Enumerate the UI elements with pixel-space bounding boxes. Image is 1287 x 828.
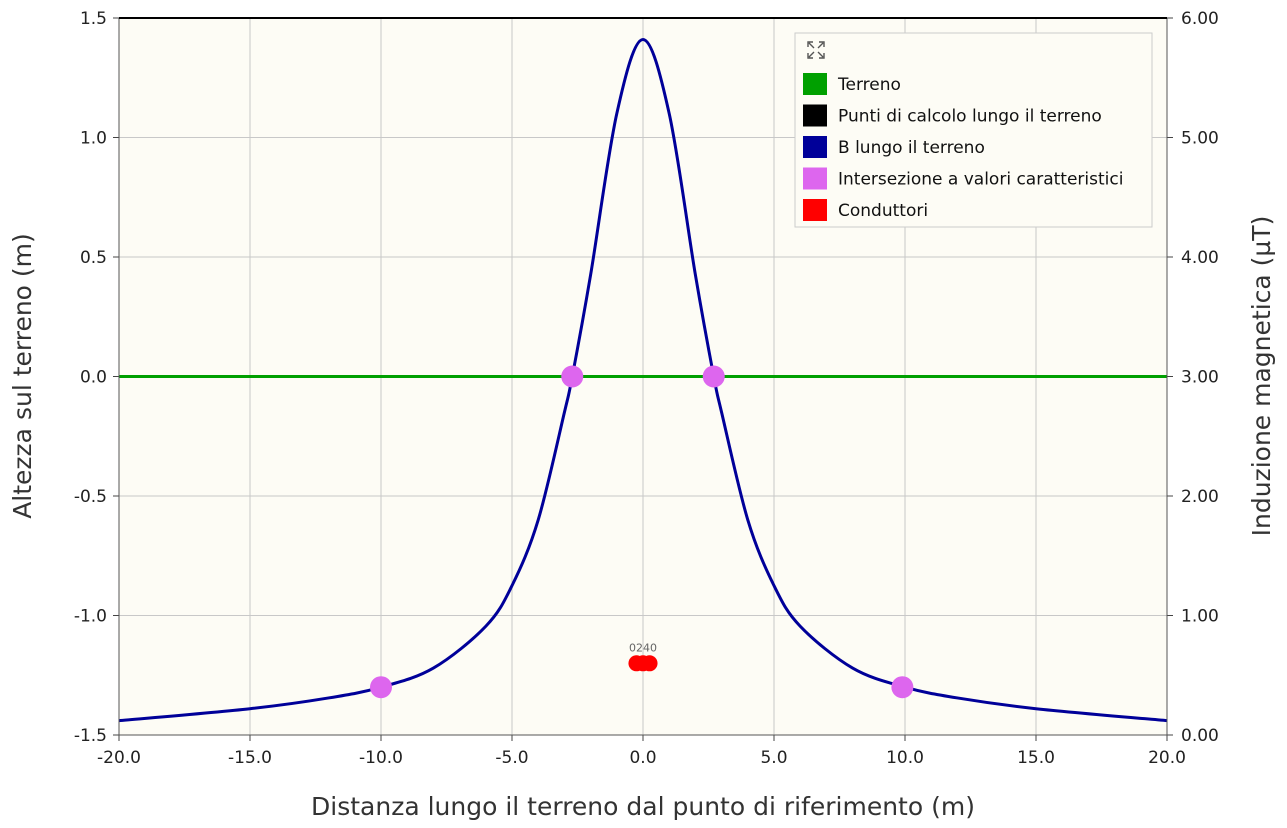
legend-swatch <box>803 136 827 158</box>
x-tick-label: 0.0 <box>629 748 656 768</box>
y-left-tick-label: -0.5 <box>74 487 107 507</box>
y-left-axis-ticks: 1.5 1.0 0.5 0.0 -0.5 -1.0 -1.5 <box>74 9 119 746</box>
legend-label: Terreno <box>837 75 901 95</box>
x-tick-label: -15.0 <box>228 748 272 768</box>
y-right-tick-label: 4.00 <box>1181 248 1219 268</box>
y-left-tick-label: 0.5 <box>80 248 107 268</box>
x-tick-label: -20.0 <box>97 748 141 768</box>
intersection-point <box>561 365 584 388</box>
intersection-point <box>891 676 914 699</box>
y-left-tick-label: -1.5 <box>74 726 107 746</box>
intersection-point <box>702 365 725 388</box>
y-left-tick-label: 0.0 <box>80 368 107 388</box>
legend-box <box>794 32 1153 228</box>
y-right-tick-label: 0.00 <box>1181 726 1219 746</box>
legend-label: Intersezione a valori caratteristici <box>838 170 1123 190</box>
legend-swatch <box>803 73 827 95</box>
x-tick-label: 5.0 <box>760 748 787 768</box>
y-left-tick-label: -1.0 <box>74 607 107 627</box>
y-left-tick-label: 1.0 <box>80 129 107 149</box>
y-right-tick-label: 3.00 <box>1181 368 1219 388</box>
legend: Terreno Punti di calcolo lungo il terreno… <box>794 32 1153 228</box>
b-curve-line <box>118 38 1168 723</box>
x-tick-label: 20.0 <box>1148 748 1186 768</box>
x-tick-label: 15.0 <box>1017 748 1055 768</box>
series-layer: 0240 <box>118 38 1168 723</box>
legend-label: Punti di calcolo lungo il terreno <box>838 107 1102 127</box>
y-right-tick-label: 2.00 <box>1181 487 1219 507</box>
y-right-tick-label: 6.00 <box>1181 9 1219 29</box>
x-axis-ticks: -20.0 -15.0 -10.0 -5.0 0.0 5.0 10.0 15.0 20.0 <box>97 735 1186 768</box>
y-right-tick-label: 5.00 <box>1181 129 1219 149</box>
x-tick-label: 10.0 <box>886 748 924 768</box>
x-tick-label: -10.0 <box>359 748 403 768</box>
expand-icon[interactable] <box>807 41 825 59</box>
x-tick-label: -5.0 <box>495 748 528 768</box>
y-right-tick-label: 1.00 <box>1181 607 1219 627</box>
conductor-point <box>641 655 658 672</box>
legend-label: B lungo il terreno <box>838 138 985 158</box>
y-left-tick-label: 1.5 <box>80 9 107 29</box>
x-axis-title: Distanza lungo il terreno dal punto di r… <box>311 792 975 821</box>
intersection-point <box>370 676 392 699</box>
y-right-axis-title: Induzione magnetica (µT) <box>1247 216 1276 537</box>
y-right-axis-ticks: 6.00 5.00 4.00 3.00 2.00 1.00 0.00 <box>1167 9 1219 746</box>
legend-label: Conduttori <box>838 201 928 221</box>
y-left-axis-title: Altezza sul terreno (m) <box>8 233 37 519</box>
legend-swatch <box>803 104 827 127</box>
conductor-label: 0240 <box>629 641 657 654</box>
legend-swatch <box>803 167 827 190</box>
legend-swatch <box>803 199 827 221</box>
